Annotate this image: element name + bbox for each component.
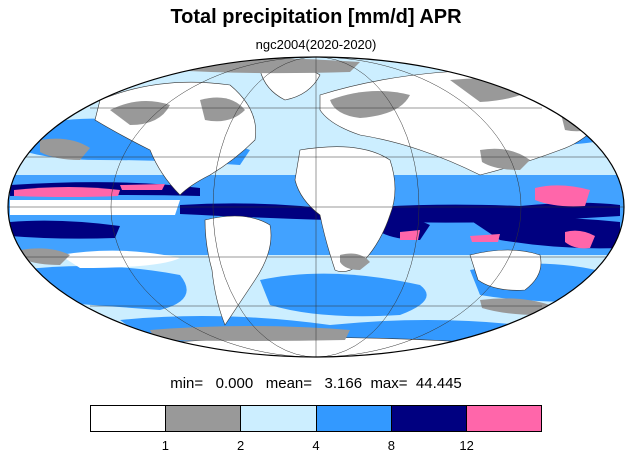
graticule [8, 57, 624, 357]
colorbar-swatch [391, 406, 467, 431]
globe-outline [7, 56, 625, 358]
stats-mean-value: 3.166 [324, 375, 363, 392]
colorbar-tick-label: 12 [459, 438, 474, 453]
colorbar-swatch [466, 406, 542, 431]
colorbar-ticks: 1 2 4 8 12 [90, 438, 542, 456]
colorbar-swatch [316, 406, 392, 431]
stats-max-label: max= [370, 375, 408, 392]
colorbar-tick-label: 2 [237, 438, 245, 453]
stats-min-label: min= [170, 375, 204, 392]
stats-line: min= 0.000 mean= 3.166 max= 44.445 [0, 375, 632, 392]
map-subtitle: ngc2004(2020-2020) [255, 37, 377, 52]
colorbar-swatch [241, 406, 317, 431]
stats-min-value: 0.000 [215, 375, 254, 392]
stats-mean-label: mean= [265, 375, 313, 392]
colorbar-tick-label: 1 [161, 438, 169, 453]
colorbar-swatch [91, 406, 167, 431]
colorbar-tick-label: 4 [312, 438, 320, 453]
colorbar-swatch [166, 406, 242, 431]
stats-max-value: 44.445 [415, 375, 462, 392]
very-heavy-precip-regions [14, 184, 595, 249]
map-title: Total precipitation [mm/d] APR [170, 6, 462, 28]
colorbar-tick-label: 8 [387, 438, 395, 453]
colorbar [90, 405, 542, 432]
